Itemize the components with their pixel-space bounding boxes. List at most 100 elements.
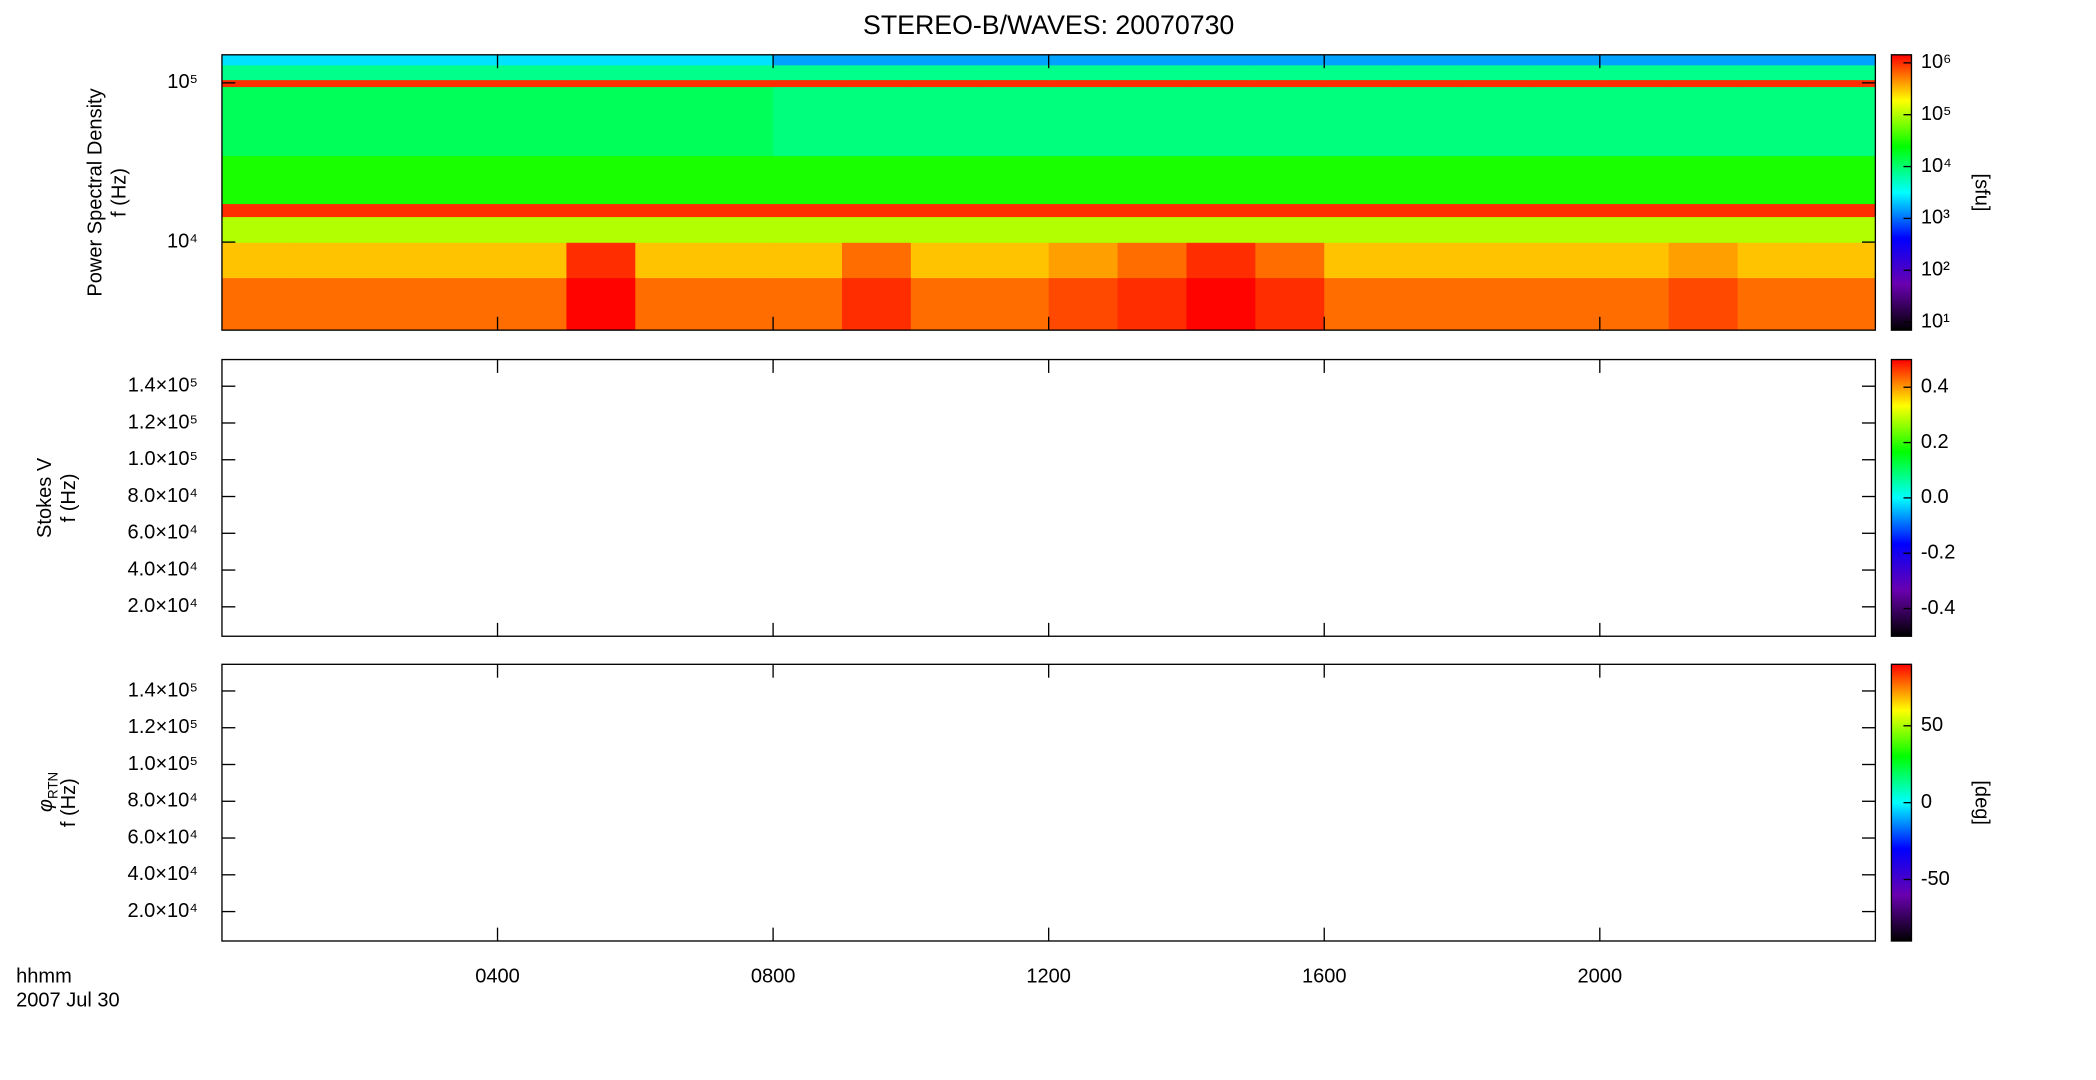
heatmap-cell (635, 277, 705, 331)
heatmap-cell (635, 155, 705, 205)
heatmap-cell (428, 54, 499, 66)
heatmap-cell (1806, 216, 1876, 243)
heatmap-cell (359, 155, 430, 205)
heatmap-cell (773, 203, 843, 218)
y-tick-label: 4.0×10⁴ (127, 863, 197, 885)
heatmap-cell (566, 54, 636, 66)
heatmap-cell (1255, 54, 1325, 66)
y-tick-label: 1.0×10⁵ (128, 753, 198, 775)
colorbar-tick-label: 0 (1921, 791, 1932, 813)
heatmap-cell (1393, 54, 1463, 66)
heatmap-cell (1048, 79, 1119, 88)
heatmap-cell (1668, 277, 1739, 331)
heatmap-cell (1806, 64, 1876, 81)
heatmap-cell (1737, 277, 1808, 331)
heatmap-cell (497, 86, 568, 157)
heatmap-cell (1737, 242, 1808, 279)
y-tick-label: 1.4×10⁵ (128, 679, 198, 701)
heatmap-cell (841, 79, 912, 88)
heatmap-cell (1806, 155, 1876, 205)
heatmap-cell (221, 203, 292, 218)
heatmap-cell (221, 86, 292, 157)
heatmap-cell (1668, 242, 1739, 279)
heatmap-cell (1393, 79, 1463, 88)
heatmap-cell (1462, 54, 1532, 66)
heatmap-cell (1048, 64, 1119, 81)
y-tick-label: 10⁴ (167, 230, 198, 252)
heatmap-cell (635, 79, 705, 88)
heatmap-cell (841, 203, 912, 218)
heatmap-cell (290, 79, 361, 88)
heatmap-cell (635, 203, 705, 218)
heatmap-cell (1186, 277, 1257, 331)
heatmap-cell (979, 86, 1050, 157)
heatmap-cell (566, 64, 636, 81)
heatmap-cell (704, 242, 774, 279)
heatmap-cell (1668, 203, 1739, 218)
heatmap-cell (1737, 155, 1808, 205)
heatmap-cell (1324, 64, 1394, 81)
heatmap-cell (1668, 64, 1739, 81)
heatmap-cell (290, 203, 361, 218)
heatmap-cell (1117, 54, 1188, 66)
heatmap-cell (1186, 203, 1257, 218)
heatmap-cell (635, 86, 705, 157)
heatmap-cell (1599, 216, 1670, 243)
heatmap-cell (1530, 216, 1601, 243)
colorbar-tick-label: 0.0 (1921, 486, 1949, 508)
heatmap-cell (1048, 155, 1119, 205)
heatmap-cell (1324, 277, 1394, 331)
heatmap-cell (290, 242, 361, 279)
heatmap-cell (1048, 216, 1119, 243)
heatmap-cell (428, 64, 499, 81)
heatmap-cell (359, 216, 430, 243)
heatmap-cell (566, 86, 636, 157)
heatmap (221, 54, 1876, 331)
heatmap-cell (910, 54, 981, 66)
heatmap-cell (1530, 155, 1601, 205)
heatmap-cell (1668, 155, 1739, 205)
heatmap-cell (1324, 203, 1394, 218)
heatmap-cell (1737, 54, 1808, 66)
heatmap-cell (1324, 54, 1394, 66)
heatmap-cell (704, 64, 774, 81)
heatmap-cell (1599, 79, 1670, 88)
heatmap-cell (1462, 242, 1532, 279)
heatmap-cell (910, 64, 981, 81)
heatmap-cell (841, 155, 912, 205)
y-tick-label: 8.0×10⁴ (127, 485, 197, 507)
colorbar-tick-label: 10⁵ (1921, 103, 1952, 125)
heatmap-cell (1048, 203, 1119, 218)
y-tick-label: 2.0×10⁴ (127, 900, 197, 922)
y-tick-label: 6.0×10⁴ (127, 826, 197, 848)
heatmap-cell (290, 86, 361, 157)
heatmap-cell (359, 54, 430, 66)
heatmap-cell (1599, 277, 1670, 331)
heatmap-cell (497, 242, 568, 279)
y-axis-symbol: φRTN (35, 772, 60, 812)
heatmap-cell (773, 242, 843, 279)
heatmap-cell (1599, 155, 1670, 205)
x-caption: 2007 Jul 30 (16, 989, 120, 1011)
heatmap-cell (979, 203, 1050, 218)
heatmap-cell (1255, 155, 1325, 205)
heatmap-cell (1737, 79, 1808, 88)
y-tick-label: 4.0×10⁴ (127, 558, 197, 580)
heatmap-cell (221, 216, 292, 243)
colorbar-tick-label: 50 (1921, 714, 1943, 736)
heatmap-cell (1462, 86, 1532, 157)
colorbar-tick-label: 10³ (1921, 207, 1950, 229)
heatmap-cell (1117, 86, 1188, 157)
heatmap-cell (1737, 216, 1808, 243)
heatmap-cell (635, 216, 705, 243)
heatmap-cell (1599, 203, 1670, 218)
heatmap-cell (704, 277, 774, 331)
heatmap-cell (1117, 155, 1188, 205)
heatmap-cell (704, 216, 774, 243)
heatmap-cell (221, 79, 292, 88)
heatmap-cell (979, 242, 1050, 279)
x-tick-label: 0400 (475, 965, 520, 987)
heatmap-cell (773, 86, 843, 157)
heatmap-cell (566, 155, 636, 205)
